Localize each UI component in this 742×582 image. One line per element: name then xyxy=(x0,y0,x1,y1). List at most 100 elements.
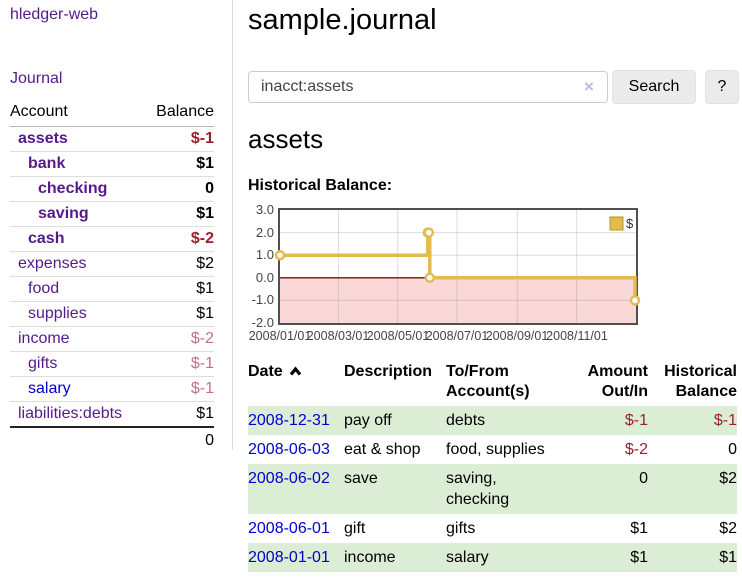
y-axis-tick-label: 1.0 xyxy=(255,247,274,262)
account-balance: $1 xyxy=(196,155,214,172)
accounts-header-balance: Balance xyxy=(156,103,214,120)
account-row: bank $1 xyxy=(10,152,214,177)
account-row: supplies $1 xyxy=(10,302,214,327)
y-axis-tick-label: 0.0 xyxy=(255,270,274,285)
account-link-cash[interactable]: cash xyxy=(28,230,65,247)
sort-ascending-icon[interactable] xyxy=(289,362,302,382)
sidebar-item-journal[interactable]: Journal xyxy=(10,70,63,87)
account-link-liabilities-debts[interactable]: liabilities:debts xyxy=(18,405,123,422)
transaction-date-link[interactable]: 2008-12-31 xyxy=(248,412,330,429)
transaction-accounts: saving, checking xyxy=(446,470,510,508)
accounts-total-balance: 0 xyxy=(144,426,214,454)
transaction-amount: $-1 xyxy=(624,412,648,429)
account-link-bank[interactable]: bank xyxy=(28,155,66,172)
account-balance: $1 xyxy=(196,305,214,322)
transaction-description: save xyxy=(344,470,378,487)
transaction-amount: 0 xyxy=(639,470,648,487)
account-link-food[interactable]: food xyxy=(28,280,60,297)
account-link-expenses[interactable]: expenses xyxy=(18,255,87,272)
account-balance: $-1 xyxy=(190,355,214,372)
transaction-row: 2008-01-01 income salary $1 $1 xyxy=(248,543,737,572)
account-link-checking[interactable]: checking xyxy=(38,180,108,197)
chart-plot-area: $ xyxy=(274,208,641,325)
account-link-saving[interactable]: saving xyxy=(38,205,89,222)
register-header-to-from: To/From Account(s) xyxy=(446,363,530,400)
svg-text:$: $ xyxy=(626,216,634,231)
transaction-balance: 0 xyxy=(728,441,737,458)
account-balance: $-2 xyxy=(190,330,214,347)
account-row: saving $1 xyxy=(10,202,214,227)
account-row: salary $-1 xyxy=(10,377,214,402)
x-axis-tick-label: 2008/11/01 xyxy=(546,329,608,343)
transaction-balance: $2 xyxy=(719,470,737,487)
x-axis-tick-label: 2008/03/01 xyxy=(306,329,370,343)
transaction-date-link[interactable]: 2008-06-02 xyxy=(248,470,330,487)
register-header-amount: Amount Out/In xyxy=(587,363,648,400)
x-axis-tick-label: 2008/01/01 xyxy=(248,329,312,343)
transaction-date-link[interactable]: 2008-01-01 xyxy=(248,549,330,566)
main-content: sample.journal × Search ? assets Histori… xyxy=(248,0,742,572)
account-row: expenses $2 xyxy=(10,252,214,277)
transaction-date-link[interactable]: 2008-06-01 xyxy=(248,520,330,537)
account-page-title: assets xyxy=(248,124,324,154)
transaction-description: eat & shop xyxy=(344,441,421,458)
account-balance: $-1 xyxy=(190,380,214,397)
clear-search-icon[interactable]: × xyxy=(584,77,594,96)
x-axis-tick-label: 2008/05/01 xyxy=(366,329,430,343)
transaction-date-link[interactable]: 2008-06-03 xyxy=(248,441,330,458)
account-balance: 0 xyxy=(205,180,214,197)
accounts-table-header: Account Balance xyxy=(10,100,214,127)
search-form: × Search ? xyxy=(248,70,742,104)
sidebar: hledger-web Journal Account Balance asse… xyxy=(0,0,233,454)
transaction-amount: $1 xyxy=(630,520,648,537)
account-row: liabilities:debts $1 xyxy=(10,402,214,427)
x-axis-tick-label: 2008/09/01 xyxy=(485,329,549,343)
x-axis-tick-label: 2008/07/01 xyxy=(425,329,489,343)
account-row: cash $-2 xyxy=(10,227,214,252)
help-button[interactable]: ? xyxy=(705,70,739,104)
y-axis-tick-label: 2.0 xyxy=(255,225,274,240)
accounts-header-account: Account xyxy=(10,103,68,120)
register-header-date[interactable]: Date xyxy=(248,358,344,406)
y-axis-tick-label: -2.0 xyxy=(251,315,274,330)
chart-legend: $ xyxy=(609,216,634,231)
transaction-accounts: food, supplies xyxy=(446,441,545,458)
register-header-historical: Historical Balance xyxy=(664,363,737,400)
transaction-amount: $-2 xyxy=(624,441,648,458)
account-row: food $1 xyxy=(10,277,214,302)
account-link-salary[interactable]: salary xyxy=(28,380,71,397)
register-table: Date Description To/From Account(s) Amount Ou… xyxy=(248,358,737,572)
account-link-income[interactable]: income xyxy=(18,330,70,347)
transaction-row: 2008-12-31 pay off debts $-1 $-1 xyxy=(248,406,737,435)
account-link-gifts[interactable]: gifts xyxy=(28,355,58,372)
transaction-row: 2008-06-02 save saving, checking 0 $2 xyxy=(248,464,737,514)
search-button[interactable]: Search xyxy=(612,70,696,104)
transaction-row: 2008-06-03 eat & shop food, supplies $-2 0 xyxy=(248,435,737,464)
transaction-description: gift xyxy=(344,520,366,537)
account-balance: $1 xyxy=(196,205,214,222)
account-row: gifts $-1 xyxy=(10,352,214,377)
account-link-supplies[interactable]: supplies xyxy=(28,305,87,322)
accounts-total-row: 0 xyxy=(10,426,214,454)
page-title: sample.journal xyxy=(248,4,437,36)
register-table-header: Date Description To/From Account(s) Amount Ou… xyxy=(248,358,737,406)
transaction-balance: $-1 xyxy=(713,412,737,429)
accounts-table: Account Balance assets $-1 bank $1 checking 0… xyxy=(10,100,214,454)
app-title-link[interactable]: hledger-web xyxy=(10,6,99,23)
transaction-balance: $1 xyxy=(719,549,737,566)
chart-heading: Historical Balance: xyxy=(248,177,393,194)
transaction-description: pay off xyxy=(344,412,392,429)
account-row: income $-2 xyxy=(10,327,214,352)
account-balance: $2 xyxy=(196,255,214,272)
account-link-assets[interactable]: assets xyxy=(18,130,68,147)
search-input[interactable] xyxy=(248,71,608,103)
transaction-amount: $1 xyxy=(630,549,648,566)
transaction-accounts: salary xyxy=(446,549,489,566)
register-header-description: Description xyxy=(344,363,433,380)
transaction-balance: $2 xyxy=(719,520,737,537)
transaction-accounts: debts xyxy=(446,412,486,429)
historical-balance-chart: $ 3.0 2.0 1.0 0.0 -1.0 -2.0 2008/01/01 2008/03/… xyxy=(248,200,742,346)
transaction-row: 2008-06-01 gift gifts $1 $2 xyxy=(248,514,737,543)
y-axis-tick-label: -1.0 xyxy=(251,292,274,307)
transaction-description: income xyxy=(344,549,396,566)
